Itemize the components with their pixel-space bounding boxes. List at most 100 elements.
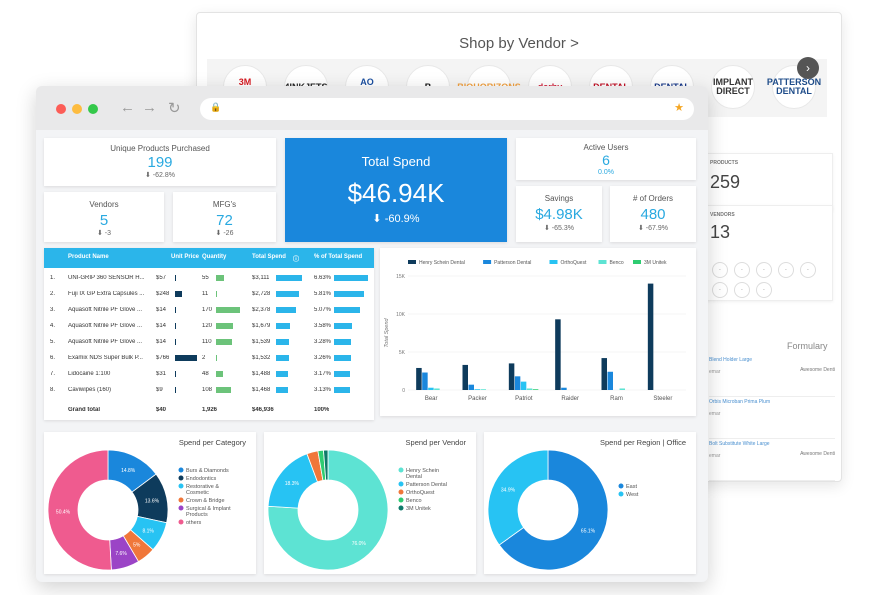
bar-mark[interactable] — [561, 387, 567, 390]
vendor-mini-logo[interactable]: · — [734, 262, 750, 278]
product-name-cell: UNI-GRIP 360 SENSOR H... — [68, 275, 145, 281]
bar-mark[interactable] — [555, 319, 561, 390]
column-header-total-spend[interactable]: Total Spend — [252, 254, 286, 260]
unit-price-bar — [175, 355, 197, 361]
bar-mark[interactable] — [514, 376, 521, 390]
donut-slice[interactable] — [47, 449, 112, 571]
pct-total-cell: 3.28% — [314, 339, 332, 345]
unit-price-bar — [175, 275, 177, 281]
bar-mark[interactable] — [474, 389, 481, 390]
bar-mark[interactable] — [462, 364, 469, 390]
column-header-pct-total[interactable]: % of Total Spend — [314, 254, 363, 260]
shop-by-vendor-link[interactable]: Shop by Vendor > — [459, 35, 579, 52]
donut-slice[interactable] — [323, 449, 329, 481]
total-spend-bar — [276, 291, 299, 297]
pct-total-cell: 3.13% — [314, 387, 332, 393]
minimize-window-icon[interactable] — [72, 104, 82, 114]
pct-total-cell: 3.17% — [314, 371, 332, 377]
info-icon[interactable]: ⓘ — [293, 257, 300, 263]
reload-icon[interactable]: ↻ — [168, 100, 181, 117]
formulary-row[interactable]: Bolt Substitute White Large emar Awesome… — [709, 441, 835, 481]
slice-label: 5% — [133, 543, 141, 549]
slice-label: 34.9% — [501, 487, 516, 493]
legend-swatch — [398, 505, 404, 511]
formulary-item-name[interactable]: Orbis Microban Prima Plum — [709, 399, 771, 405]
address-bar[interactable]: 🔒 ★ — [200, 98, 694, 120]
bar-mark[interactable] — [532, 389, 539, 390]
bar-mark[interactable] — [619, 388, 626, 390]
vendor-mini-logo[interactable]: · — [800, 262, 816, 278]
formulary-row[interactable]: Blend Holder Large emar Awesome Denti — [709, 357, 835, 397]
total-spend-cell: $1,488 — [252, 371, 271, 377]
table-row[interactable]: 5. Aquasoft Nitrile PF Glove ... $14 110 $1,… — [44, 334, 374, 350]
kpi-label: Active Users — [583, 143, 629, 152]
bar-mark[interactable] — [434, 388, 440, 390]
column-header-quantity[interactable]: Quantity — [202, 254, 227, 260]
table-row[interactable]: 7. Lidocaine 1:100 $31 48 $1,488 3.17% — [44, 366, 374, 382]
bar-mark[interactable] — [520, 381, 527, 390]
kpi-label: Vendors — [89, 200, 119, 209]
products-value: 259 — [710, 172, 741, 192]
legend-label: Surgical & Implant — [186, 506, 231, 512]
bar-mark[interactable] — [480, 389, 487, 390]
table-row[interactable]: 8. Caviwipes (160) $9 108 $1,468 3.13% — [44, 382, 374, 398]
table-row[interactable]: 4. Aquasoft Nitrile PF Glove ... $14 120 $1,… — [44, 318, 374, 334]
vendor-logo[interactable]: IMPLANT DIRECT — [711, 65, 755, 109]
y-tick-label: 5K — [399, 350, 406, 356]
vendor-mini-logo[interactable]: · — [712, 262, 728, 278]
unit-price-bar — [175, 323, 176, 329]
formulary-item-name[interactable]: Bolt Substitute White Large — [709, 441, 770, 447]
legend-swatch — [398, 497, 404, 503]
region-donut-chart: 65.1% 34.9% East West — [487, 449, 639, 571]
bar-mark[interactable] — [508, 363, 515, 390]
bar-mark[interactable] — [607, 371, 614, 390]
bar-mark[interactable] — [601, 358, 608, 390]
vendor-mini-logo[interactable]: · — [756, 282, 772, 298]
forward-arrow-icon[interactable]: → — [142, 99, 157, 116]
table-row[interactable]: 6. Examix NDS Super Bulk P... $766 2 $1,532 3… — [44, 350, 374, 366]
dashboard-window: ← → ↻ 🔒 ★ Unique Products Purchased 199 … — [36, 86, 708, 582]
kpi-mfgs: MFG's 72 ⬇ -26 — [173, 192, 276, 242]
donut-slice[interactable] — [267, 449, 389, 571]
vendor-mini-logo[interactable]: · — [756, 262, 772, 278]
donut-slice[interactable] — [487, 449, 549, 546]
table-row[interactable]: 1. UNI-GRIP 360 SENSOR H... $57 55 $3,111 6.6… — [44, 270, 374, 286]
table-footer-row: Grand total $40 1,926 $46,936 100% — [44, 402, 374, 418]
table-row[interactable]: 2. Fuji IX GP Extra Capsules ... $248 11 $2,… — [44, 286, 374, 302]
bar-mark[interactable] — [647, 283, 654, 390]
grand-total-qty: 1,926 — [202, 407, 218, 413]
spend-per-region-card: Spend per Region | Office 65.1% 34.9% East… — [484, 432, 696, 574]
column-header-unit-price[interactable]: Unit Price — [171, 254, 200, 260]
vendor-mini-logo[interactable]: · — [734, 282, 750, 298]
total-spend-bar — [276, 371, 289, 377]
table-row[interactable]: 3. Aquasoft Nitrile PF Glove ... $14 170 $2,… — [44, 302, 374, 318]
vendor-mini-logo[interactable]: · — [712, 282, 728, 298]
legend-swatch — [178, 475, 184, 481]
bar-mark[interactable] — [468, 384, 475, 390]
close-window-icon[interactable] — [56, 104, 66, 114]
kpi-savings: Savings $4.98K ⬇ -65.3% — [516, 186, 602, 242]
bar-mark[interactable] — [416, 367, 422, 390]
vendor-mini-logo[interactable]: · — [778, 262, 794, 278]
bar-mark[interactable] — [526, 388, 533, 390]
vendor-bar-chart: Henry Schein Dental Patterson Dental Ortho… — [380, 248, 696, 416]
bar-mark[interactable] — [422, 372, 428, 390]
maximize-window-icon[interactable] — [88, 104, 98, 114]
legend-label: OrthoQuest — [561, 260, 587, 266]
kpi-value: 72 — [216, 212, 233, 229]
column-header-product-name[interactable]: Product Name — [68, 254, 109, 260]
formulary-row[interactable]: Orbis Microban Prima Plum emar — [709, 399, 835, 439]
total-spend-bar — [276, 275, 302, 281]
kpi-unique-products: Unique Products Purchased 199 ⬇ -62.8% — [44, 138, 276, 186]
back-arrow-icon[interactable]: ← — [120, 99, 135, 116]
bar-mark[interactable] — [428, 387, 434, 390]
bookmark-star-icon[interactable]: ★ — [674, 102, 684, 114]
legend-swatch — [178, 483, 184, 489]
total-spend-cell: $3,111 — [252, 275, 270, 281]
legend-swatch — [178, 505, 184, 511]
pct-total-cell: 6.63% — [314, 275, 332, 281]
carousel-next-icon[interactable]: › — [797, 57, 819, 79]
formulary-item-name[interactable]: Blend Holder Large — [709, 357, 753, 363]
donut-slice[interactable] — [498, 449, 609, 571]
chart-title: Spend per Region | Office — [599, 438, 686, 447]
